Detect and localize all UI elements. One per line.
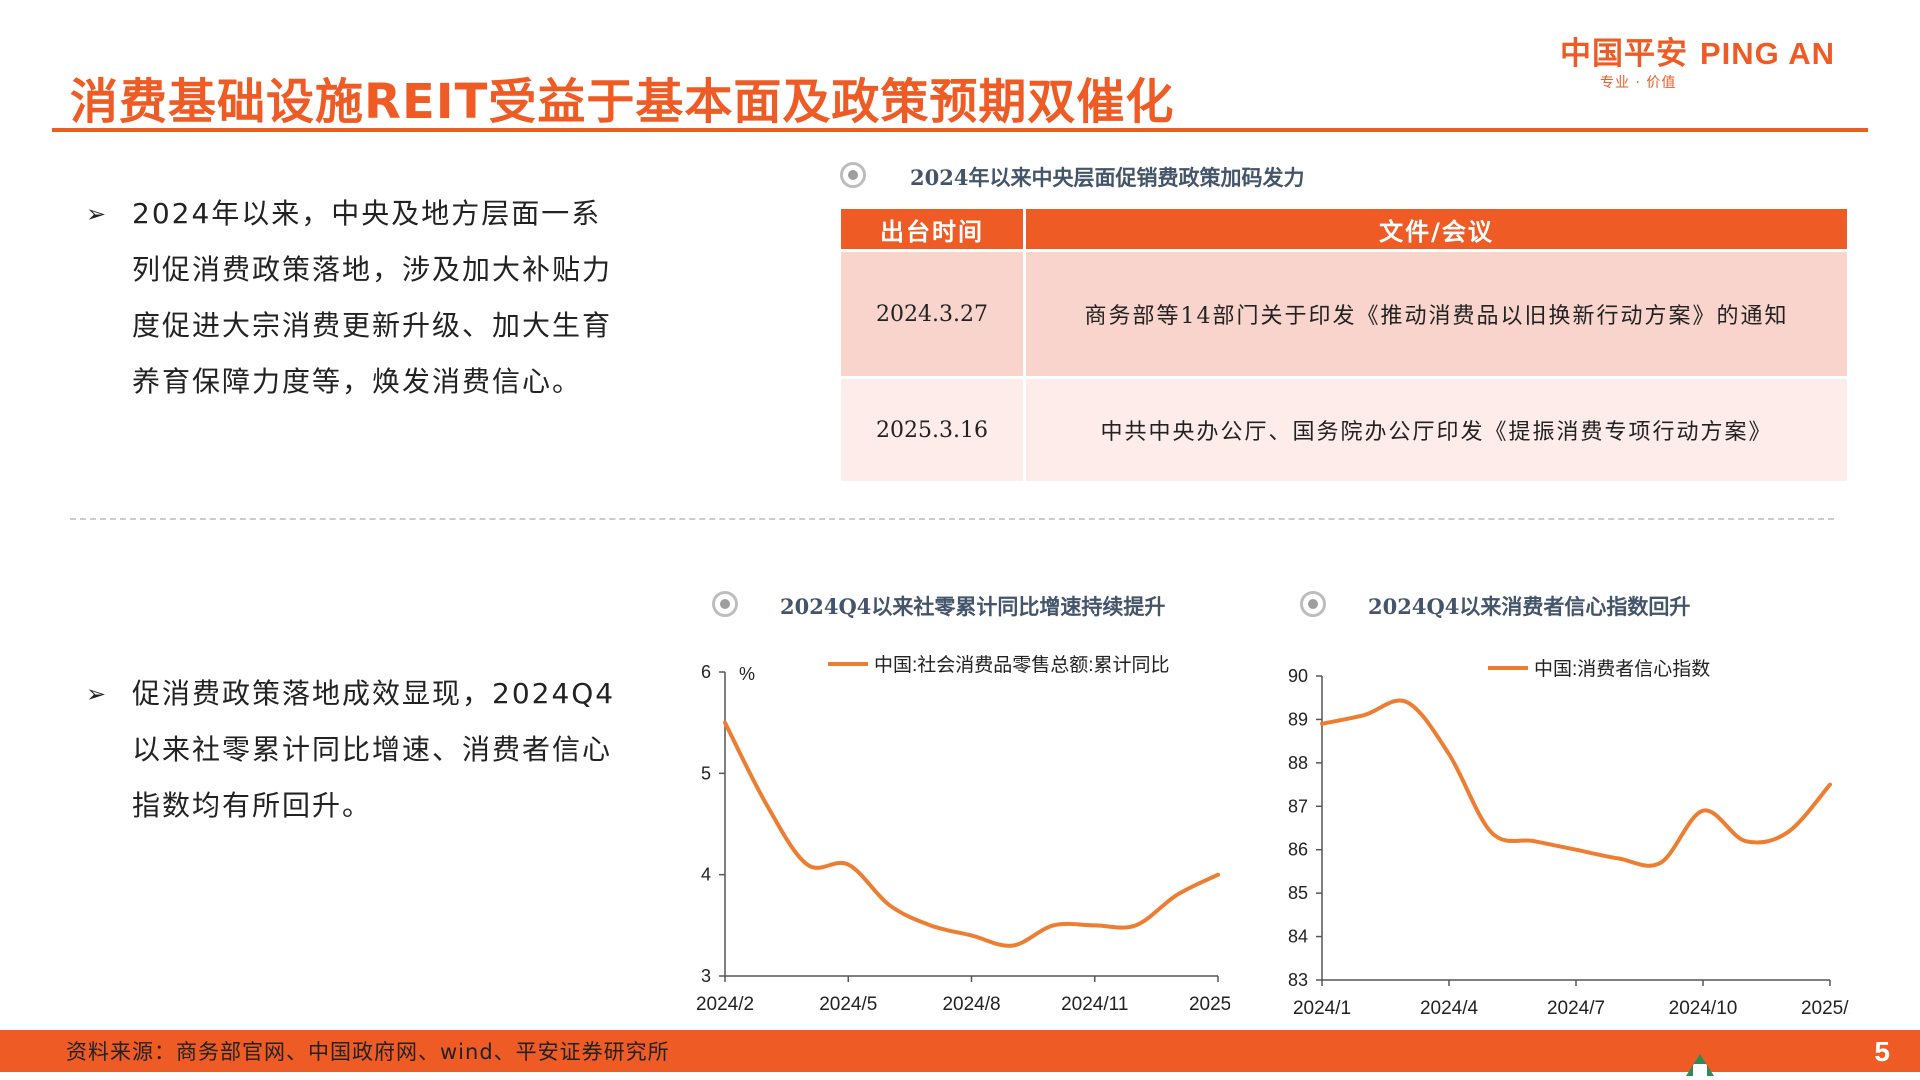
policy-caption: 2024年以来中央层面促销费政策加码发力 [910,165,1305,190]
section-divider [70,518,1834,520]
bullet-point-2: ➢ 促消费政策落地成效显现，2024Q4以来社零累计同比增速、消费者信心指数均有… [86,666,626,834]
bullet-point-1: ➢ 2024年以来，中央及地方层面一系列促消费政策落地，涉及加大补贴力度促进大宗… [86,186,626,410]
row-date: 2025.3.16 [841,379,1023,481]
chart1-caption: 2024Q4以来社零累计同比增速持续提升 [780,594,1166,619]
x-tick-label: 2024/10 [1669,998,1738,1019]
y-tick-label: 3 [701,966,711,986]
x-tick-label: 2024/5 [819,994,877,1015]
pingan-logo: 中国平安 PING AN 专业 · 价值 [1560,28,1880,94]
footer-bar [0,1030,1920,1072]
column-header-date: 出台时间 [841,209,1023,249]
logo-en-text: PING AN [1700,36,1836,71]
arrow-bullet-icon: ➢ [86,200,109,228]
radio-bullet-icon [1300,591,1326,617]
row-document: 中共中央办公厅、国务院办公厅印发《提振消费专项行动方案》 [1026,379,1847,481]
y-tick-label: 88 [1288,753,1308,773]
policy-table: 出台时间 文件/会议 2024.3.27 商务部等14部门关于印发《推动消费品以… [838,206,1850,484]
consumer-confidence-chart: 83 84 85 86 87 88 89 90 2024/1 2024/4 2024/7 2024/1… [1288,658,1850,1019]
table-row: 2025.3.16 中共中央办公厅、国务院办公厅印发《提振消费专项行动方案》 [841,379,1847,481]
x-tick-label: 2024/4 [1420,998,1479,1019]
x-tick-label: 2024/2 [696,994,754,1015]
y-tick-label: 84 [1288,927,1308,947]
y-tick-label: 6 [701,662,711,682]
y-tick-label: 5 [701,763,711,783]
chart2-caption: 2024Q4以来消费者信心指数回升 [1368,594,1691,619]
y-tick-label: 83 [1288,970,1308,990]
radio-bullet-icon [712,591,738,617]
x-tick-label: 2024/7 [1547,998,1605,1019]
bullet-text: 2024年以来，中央及地方层面一系列促消费政策落地，涉及加大补贴力度促进大宗消费… [132,197,613,398]
footer-logo-icon-inner [1693,1064,1707,1078]
logo-tagline: 专业 · 价值 [1600,75,1677,91]
slide-title: 消费基础设施REIT受益于基本面及政策预期双催化 [70,74,1175,130]
y-tick-label: 4 [701,865,711,885]
title-underline [52,128,1868,132]
y-tick-label: 90 [1288,666,1308,686]
row-date: 2024.3.27 [841,252,1023,376]
x-tick-label: 2025/2 [1189,994,1230,1015]
retail-sales-chart: 3 4 5 6 2024/2 2024/5 2024/8 2024/11 2025/2% 中国:社… [696,654,1230,1015]
y-unit-label: % [739,664,755,684]
y-tick-label: 87 [1288,796,1308,816]
column-header-doc: 文件/会议 [1026,209,1847,249]
bullet-text: 促消费政策落地成效显现，2024Q4以来社零累计同比增速、消费者信心指数均有所回… [132,677,616,822]
series-line [723,720,1220,948]
radio-bullet-icon [840,162,866,188]
x-tick-label: 2025/1 [1801,998,1850,1019]
page-number: 5 [1874,1036,1890,1067]
row-document: 商务部等14部门关于印发《推动消费品以旧换新行动方案》的通知 [1026,252,1847,376]
source-note: 资料来源：商务部官网、中国政府网、wind、平安证券研究所 [66,1040,670,1064]
table-row: 2024.3.27 商务部等14部门关于印发《推动消费品以旧换新行动方案》的通知 [841,252,1847,376]
x-tick-label: 2024/1 [1293,998,1351,1019]
table-header-row: 出台时间 文件/会议 [841,209,1847,249]
y-tick-label: 86 [1288,840,1308,860]
logo-wordmark: 中国平安 PING AN [1560,28,1880,73]
series-line [1320,698,1832,868]
arrow-bullet-icon: ➢ [86,680,109,708]
logo-cn-text: 中国平安 [1560,36,1688,72]
y-tick-label: 89 [1288,709,1308,729]
legend-label: 中国:社会消费品零售总额:累计同比 [874,654,1170,676]
y-tick-label: 85 [1288,883,1308,903]
x-tick-label: 2024/8 [942,994,1000,1015]
x-tick-label: 2024/11 [1061,994,1128,1015]
legend-label: 中国:消费者信心指数 [1534,658,1710,680]
